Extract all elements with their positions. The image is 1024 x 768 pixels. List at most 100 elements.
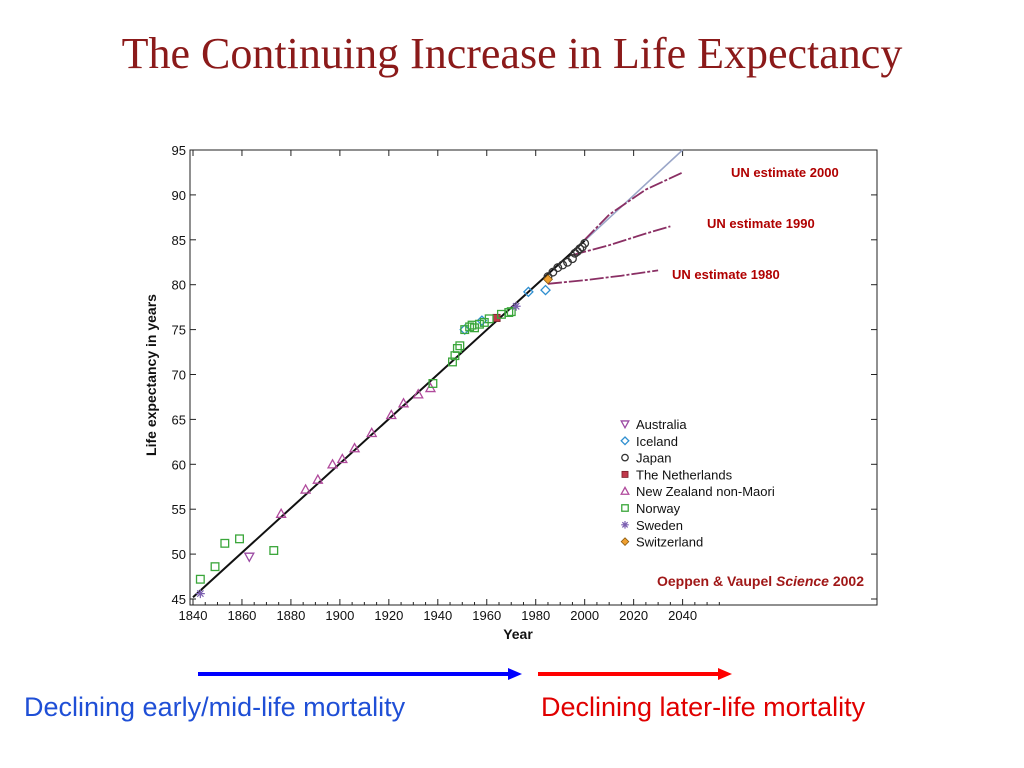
data-point [300, 483, 312, 494]
y-tick-label: 80 [172, 278, 186, 293]
projection-label: UN estimate 1980 [672, 267, 780, 282]
legend-entry: Iceland [636, 434, 678, 449]
legend-entry: New Zealand non-Maori [636, 484, 775, 499]
y-tick-label: 65 [172, 412, 186, 427]
data-point [567, 254, 577, 264]
citation-authors: Oeppen & Vaupel [657, 573, 776, 589]
y-tick-label: 85 [172, 233, 186, 248]
data-point [220, 538, 230, 548]
asterisk-stroke [195, 589, 205, 599]
caption-early-mortality: Declining early/mid-life mortality [24, 692, 406, 722]
data-point [235, 534, 244, 544]
y-tick-label: 45 [172, 592, 186, 607]
x-tick-label: 1880 [276, 608, 305, 623]
projection-labels: UN estimate 2000 UN estimate 1990 UN estim… [672, 165, 839, 282]
citation: Oeppen & Vaupel Science 2002 [657, 573, 864, 589]
data-point [455, 341, 465, 351]
legend-entry: The Netherlands [636, 467, 733, 482]
projection-label: UN estimate 2000 [731, 165, 839, 180]
legend-marker [621, 521, 629, 529]
data-point [506, 307, 516, 317]
right-arrow-head [718, 668, 732, 680]
data-point [522, 286, 534, 298]
trend-extrapolation-line [584, 149, 684, 242]
y-tick-label: 70 [172, 368, 186, 383]
data-point [385, 409, 397, 420]
x-tick-label: 1840 [179, 608, 208, 623]
data-point [553, 263, 563, 273]
data-point [397, 397, 410, 408]
y-tick-label: 55 [172, 502, 186, 517]
x-tick-label: 2000 [570, 608, 599, 623]
y-tick-label: 60 [172, 457, 186, 472]
data-point [326, 458, 339, 469]
x-tick-label: 1940 [423, 608, 452, 623]
y-axis-label: Life expectancy in years [143, 294, 159, 456]
legend-marker [621, 470, 629, 478]
x-tick-label: 1960 [472, 608, 501, 623]
legend-entry: Sweden [636, 518, 683, 533]
data-point [336, 453, 348, 464]
projection-label: UN estimate 1990 [707, 216, 815, 231]
legend-marker [621, 453, 629, 462]
citation-year: 2002 [829, 573, 864, 589]
data-point [548, 267, 558, 277]
data-point [540, 284, 551, 296]
legend-entry: Norway [636, 501, 681, 516]
data-point [580, 238, 590, 248]
data-point [210, 562, 220, 572]
data-point [366, 427, 378, 438]
x-tick-label: 2020 [619, 608, 648, 623]
data-point [312, 473, 324, 484]
data-point [511, 301, 521, 311]
data-point [460, 325, 470, 335]
data-point [558, 260, 568, 270]
legend-marker [620, 420, 630, 430]
x-tick-label: 1920 [374, 608, 403, 623]
legend-marker [620, 486, 630, 495]
data-point [412, 388, 424, 399]
slide-title: The Continuing Increase in Life Expectan… [121, 29, 903, 78]
legend-entry: Switzerland [636, 535, 703, 550]
data-point [348, 442, 361, 453]
data-point [484, 314, 494, 324]
data-point [572, 246, 582, 256]
y-tick-label: 75 [172, 323, 186, 338]
data-point [570, 248, 580, 258]
data-point [275, 507, 287, 518]
data-point [542, 274, 554, 285]
plot-frame [189, 149, 878, 606]
data-point [428, 379, 438, 388]
x-axis-label: Year [503, 626, 533, 642]
legend-entry: Australia [636, 417, 687, 432]
data-point [452, 343, 462, 353]
x-tick-label: 2040 [668, 608, 697, 623]
y-tick-label: 50 [172, 547, 186, 562]
left-arrow-head [508, 668, 522, 680]
data-point [195, 574, 205, 584]
citation-journal: Science [776, 573, 829, 589]
y-tick-label: 90 [172, 188, 186, 203]
projection-line [584, 171, 683, 241]
legend-entry: Japan [636, 451, 671, 466]
data-point [243, 552, 255, 563]
data-point [575, 244, 585, 254]
data-point [195, 589, 205, 599]
x-tick-label: 1860 [227, 608, 256, 623]
asterisk-stroke [511, 301, 521, 311]
data-point [448, 357, 457, 367]
legend-marker [621, 504, 629, 512]
legend-marker [620, 537, 630, 546]
legend-marker [620, 436, 630, 446]
data-points [195, 238, 590, 599]
axes: 1840 1860 1880 1900 1920 1940 1960 1980 2000 2020… [172, 143, 877, 623]
caption-later-mortality: Declining later-life mortality [541, 692, 866, 722]
x-tick-label: 1980 [521, 608, 550, 623]
projection-line [547, 269, 659, 285]
data-point [465, 322, 475, 332]
x-tick-label: 1900 [325, 608, 354, 623]
data-point [474, 319, 484, 329]
asterisk-stroke [621, 521, 629, 529]
